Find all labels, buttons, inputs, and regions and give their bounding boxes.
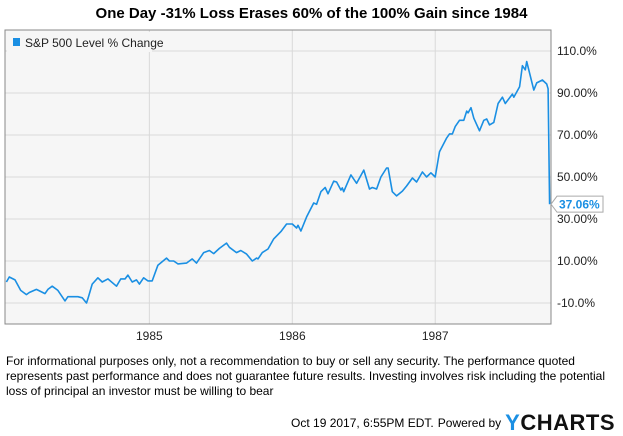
legend-label: S&P 500 Level % Change xyxy=(25,36,164,50)
x-tick-label: 1985 xyxy=(136,329,163,343)
powered-by-label: Powered by xyxy=(437,416,502,430)
series-line-sp500 xyxy=(5,60,551,304)
timestamp: Oct 19 2017, 6:55PM EDT. xyxy=(291,416,434,430)
plot-border xyxy=(4,29,552,325)
last-value-label: 37.06% xyxy=(559,198,600,212)
legend-box xyxy=(7,32,152,52)
last-value-badge xyxy=(550,195,604,213)
y-tick-label: 30.00% xyxy=(557,212,598,226)
disclaimer-text: For informational purposes only, not a r… xyxy=(6,354,606,398)
y-tick-label: 90.00% xyxy=(557,86,598,100)
x-tick-label: 1986 xyxy=(279,329,306,343)
line-chart: 110.0% 90.00% 70.00% 50.00% 30.00% 10.00% -10.… xyxy=(4,29,604,343)
x-tick-label: 1987 xyxy=(422,329,449,343)
y-tick-label: 110.0% xyxy=(557,44,597,58)
chart-title: One Day -31% Loss Erases 60% of the 100%… xyxy=(95,5,528,22)
y-tick-label: 10.00% xyxy=(557,254,598,268)
ycharts-logo[interactable]: YCHARTS xyxy=(505,410,615,435)
y-tick-label: 70.00% xyxy=(557,128,598,142)
legend-swatch xyxy=(13,38,20,46)
y-tick-label: 50.00% xyxy=(557,170,598,184)
footer: Oct 19 2017, 6:55PM EDT. Powered by YCHA… xyxy=(291,410,615,436)
y-tick-label: -10.0% xyxy=(557,296,595,310)
